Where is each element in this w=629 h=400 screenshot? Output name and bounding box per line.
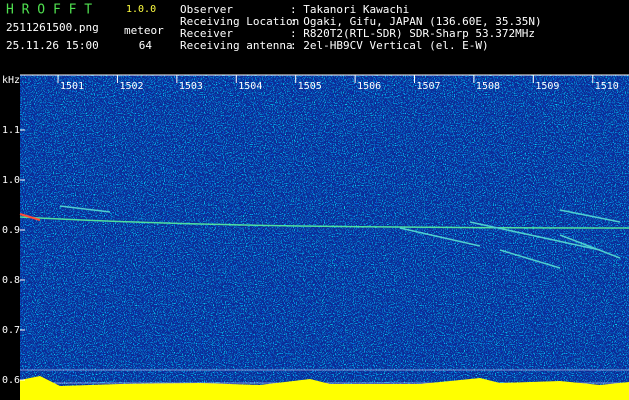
timestamp: 25.11.26 15:00 (6, 39, 99, 52)
y-axis-label: kHz (2, 75, 20, 86)
signal-level (20, 376, 629, 400)
trace (559, 234, 621, 259)
filename: 2511261500.png (6, 21, 99, 34)
info-value: : 2el-HB9CV Vertical (el. E-W) (290, 39, 489, 52)
x-tick-label: 1503 (179, 81, 203, 92)
x-tick-label: 1504 (238, 81, 262, 92)
trace (19, 216, 629, 229)
trace (469, 221, 601, 251)
y-tick-label: 0.6 (2, 375, 20, 386)
meteor-traces (19, 205, 629, 269)
info-key: Observer (180, 3, 233, 16)
x-tick-label: 1509 (535, 81, 559, 92)
trace (19, 213, 41, 221)
plot-noise (20, 75, 629, 400)
info-value: : Takanori Kawachi (290, 3, 409, 16)
y-tick-label: 1.0 (2, 175, 20, 186)
trace (399, 227, 481, 247)
meteor-count: 64 (139, 39, 153, 52)
info-key: Receiving Location (180, 15, 299, 28)
info-value: : Ogaki, Gifu, JAPAN (136.60E, 35.35N) (290, 15, 542, 28)
meteor-label: meteor (124, 24, 164, 37)
info-key: Receiving antenna (180, 39, 293, 52)
x-tick-label: 1505 (298, 81, 322, 92)
app-name: H R O F F T (6, 3, 92, 18)
info-key: Receiver (180, 27, 233, 40)
x-tick-label: 1506 (357, 81, 381, 92)
y-tick-label: 0.7 (2, 325, 20, 336)
x-tick-label: 1507 (417, 81, 441, 92)
info-value: : R820T2(RTL-SDR) SDR-Sharp 53.372MHz (290, 27, 535, 40)
version: 1.0.0 (126, 4, 156, 15)
header-bg (0, 0, 629, 75)
y-tick-label: 1.1 (2, 125, 20, 136)
trace (499, 249, 561, 269)
x-tick-label: 1502 (119, 81, 143, 92)
trace (59, 205, 111, 213)
y-tick-label: 0.9 (2, 225, 20, 236)
y-tick-label: 0.8 (2, 275, 20, 286)
x-tick-label: 1510 (595, 81, 619, 92)
trace (559, 209, 621, 223)
x-tick-label: 1501 (60, 81, 84, 92)
x-tick-label: 1508 (476, 81, 500, 92)
